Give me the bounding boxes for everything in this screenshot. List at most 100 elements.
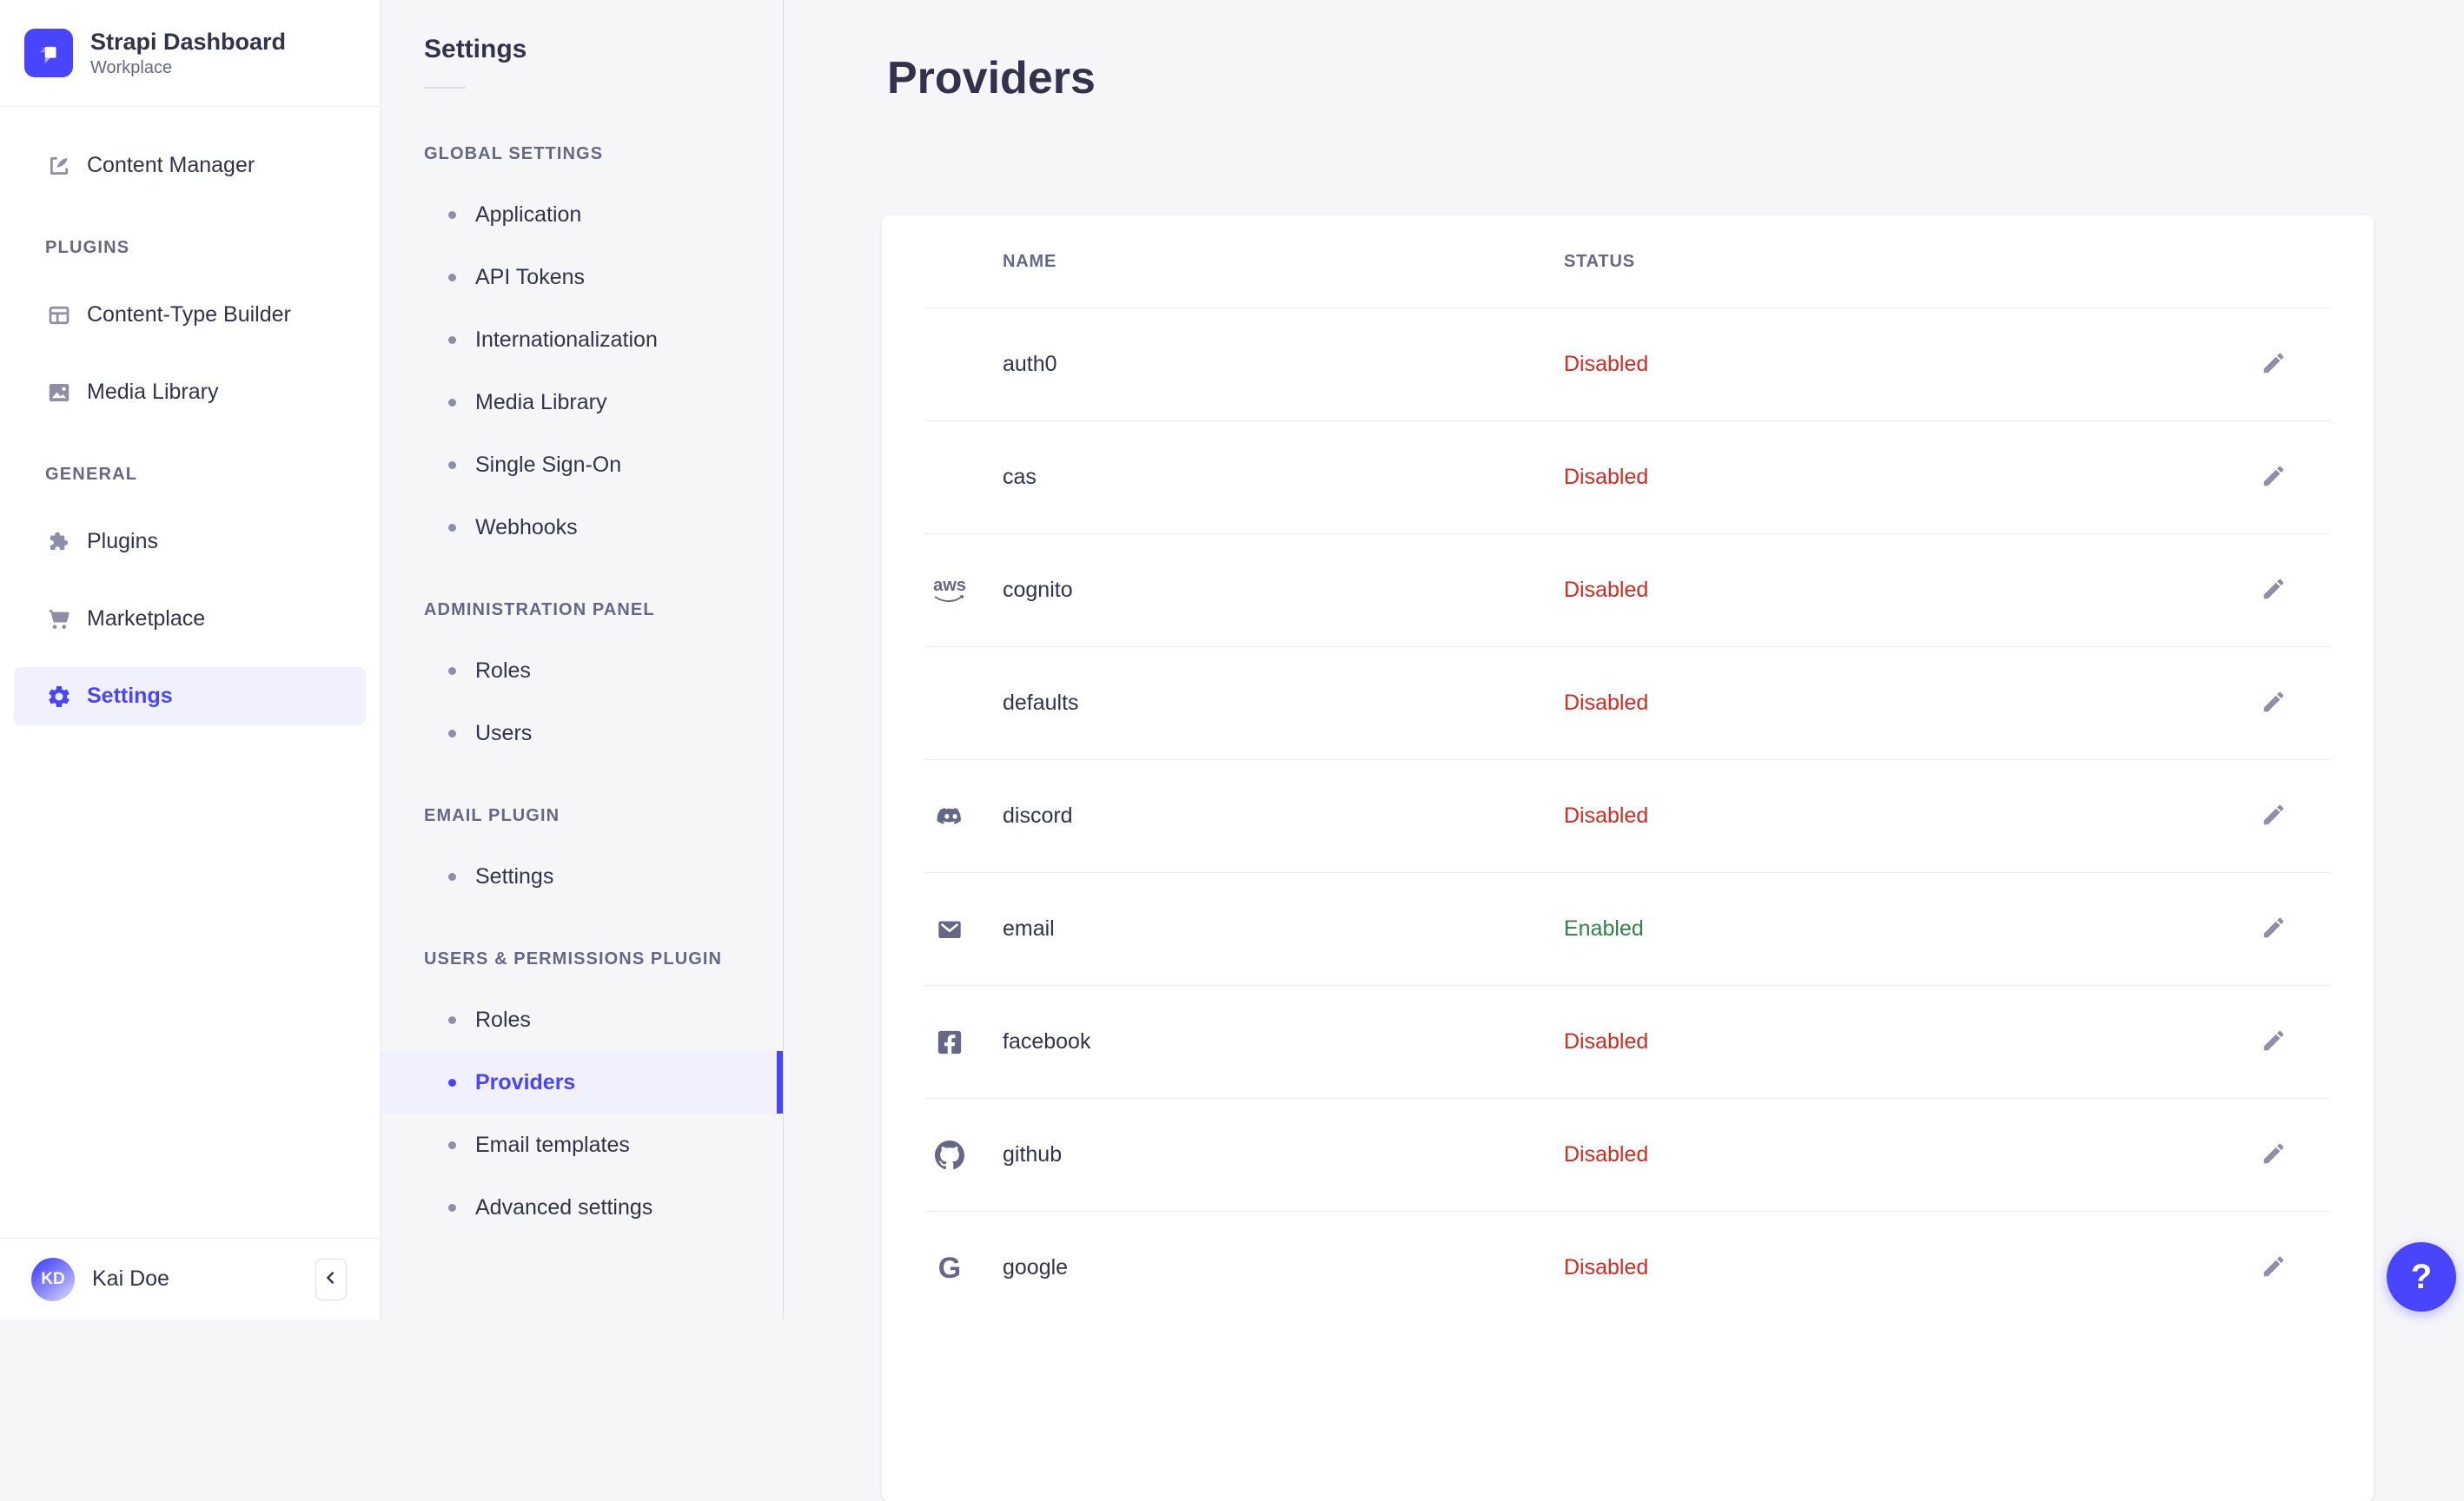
subnav-item-webhooks[interactable]: Webhooks — [381, 496, 783, 559]
provider-status: Enabled — [1564, 916, 1644, 941]
edit-provider-button[interactable] — [2255, 1023, 2293, 1061]
sidebar-item-content-type-builder[interactable]: Content-Type Builder — [14, 286, 366, 344]
subnav-item-advanced-settings[interactable]: Advanced settings — [381, 1176, 783, 1239]
edit-provider-button[interactable] — [2255, 459, 2293, 497]
sidebar-section-plugins: PLUGINS — [45, 238, 130, 258]
user-avatar[interactable]: KD — [31, 1257, 75, 1301]
chevron-left-icon — [321, 1268, 341, 1290]
table-row: github Disabled — [925, 1098, 2330, 1211]
pencil-icon — [2261, 466, 2287, 492]
pencil-icon — [2261, 579, 2287, 605]
subnav-item-api-tokens[interactable]: API Tokens — [381, 246, 783, 308]
table-row: G google Disabled — [925, 1211, 2330, 1324]
bullet-icon — [448, 460, 456, 469]
provider-name: discord — [1003, 803, 1073, 828]
edit-provider-button[interactable] — [2255, 1249, 2293, 1287]
pencil-icon — [2261, 804, 2287, 830]
user-name[interactable]: Kai Doe — [92, 1266, 169, 1291]
provider-name: auth0 — [1003, 352, 1057, 376]
subnav-item-internationalization[interactable]: Internationalization — [381, 308, 783, 371]
email-icon — [936, 916, 964, 943]
subnav-item-label: Users — [475, 720, 533, 745]
main-content: Providers NAME STATUS auth0 Disabled — [785, 0, 2464, 1501]
pencil-icon — [2261, 917, 2287, 943]
subnav-item-users[interactable]: Users — [381, 702, 783, 764]
provider-status: Disabled — [1564, 465, 1649, 489]
table-row: cas Disabled — [925, 420, 2330, 533]
settings-subnav: Settings GLOBAL SETTINGS Application API… — [381, 0, 784, 1319]
table-row: auth0 Disabled — [925, 307, 2330, 420]
subnav-item-label: Roles — [475, 658, 531, 683]
column-header-name: NAME — [1003, 251, 1057, 271]
edit-provider-button[interactable] — [2255, 572, 2293, 610]
subnav-item-label: Email templates — [475, 1132, 630, 1157]
table-row: aws cognito Disabled — [925, 533, 2330, 646]
workspace-subtitle: Workplace — [90, 58, 173, 78]
layout-icon — [45, 301, 73, 329]
table-row: discord Disabled — [925, 759, 2330, 872]
subnav-title: Settings — [424, 35, 527, 63]
gear-icon — [45, 683, 73, 711]
providers-table-card: NAME STATUS auth0 Disabled cas Disabled — [882, 215, 2374, 1501]
subnav-section: EMAIL PLUGIN Settings — [381, 806, 783, 908]
content-manager-icon — [45, 152, 73, 180]
provider-name: defaults — [1003, 691, 1079, 715]
column-header-status: STATUS — [1564, 251, 1635, 271]
sidebar-item-marketplace[interactable]: Marketplace — [14, 590, 366, 648]
sidebar-item-label: Content Manager — [87, 153, 255, 178]
subnav-item-providers[interactable]: Providers — [381, 1051, 783, 1114]
provider-status: Disabled — [1564, 803, 1649, 828]
subnav-item-email-templates[interactable]: Email templates — [381, 1114, 783, 1176]
sidebar-item-content-manager[interactable]: Content Manager — [14, 136, 366, 195]
subnav-item-roles[interactable]: Roles — [381, 639, 783, 702]
edit-provider-button[interactable] — [2255, 910, 2293, 949]
subnav-section-title: USERS & PERMISSIONS PLUGIN — [424, 949, 723, 969]
sidebar-item-media-library[interactable]: Media Library — [14, 363, 366, 421]
subnav-item-label: API Tokens — [475, 264, 586, 289]
subnav-item-media-library[interactable]: Media Library — [381, 371, 783, 433]
edit-provider-button[interactable] — [2255, 1136, 2293, 1174]
table-row: defaults Disabled — [925, 646, 2330, 759]
app-sidebar: Strapi Dashboard Workplace Content Manag… — [0, 0, 381, 1319]
sidebar-item-label: Media Library — [87, 380, 219, 405]
pencil-icon — [2261, 691, 2287, 717]
subnav-item-settings[interactable]: Settings — [381, 845, 783, 908]
pencil-icon — [2261, 1030, 2287, 1056]
google-icon: G — [937, 1251, 962, 1285]
pencil-icon — [2261, 1143, 2287, 1169]
collapse-sidebar-button[interactable] — [315, 1258, 347, 1300]
provider-status: Disabled — [1564, 691, 1649, 715]
provider-status: Disabled — [1564, 1255, 1649, 1279]
subnav-section-title: EMAIL PLUGIN — [424, 806, 560, 825]
subnav-item-roles[interactable]: Roles — [381, 989, 783, 1051]
picture-icon — [45, 379, 73, 407]
sidebar-item-settings[interactable]: Settings — [14, 667, 366, 726]
sidebar-item-label: Plugins — [87, 529, 158, 554]
sidebar-item-label: Content-Type Builder — [87, 302, 291, 327]
subnav-section-title: ADMINISTRATION PANEL — [424, 600, 655, 619]
pencil-icon — [2261, 353, 2287, 379]
subnav-item-label: Media Library — [475, 389, 607, 414]
subnav-item-label: Advanced settings — [475, 1194, 653, 1220]
subnav-item-label: Providers — [475, 1069, 576, 1094]
workspace-header[interactable]: Strapi Dashboard Workplace — [0, 0, 380, 108]
subnav-item-single-sign-on[interactable]: Single Sign-On — [381, 433, 783, 496]
sidebar-item-plugins[interactable]: Plugins — [14, 512, 366, 571]
help-button[interactable]: ? — [2387, 1242, 2456, 1312]
workspace-title: Strapi Dashboard — [90, 29, 287, 55]
provider-name: cas — [1003, 465, 1037, 489]
table-row: email Enabled — [925, 872, 2330, 985]
discord-icon — [935, 802, 964, 831]
edit-provider-button[interactable] — [2255, 684, 2293, 723]
provider-name: github — [1003, 1142, 1063, 1167]
providers-table: NAME STATUS auth0 Disabled cas Disabled — [925, 215, 2330, 1324]
sidebar-section-general: GENERAL — [45, 465, 138, 485]
edit-provider-button[interactable] — [2255, 346, 2293, 384]
bullet-icon — [448, 1203, 456, 1212]
facebook-icon — [937, 1029, 963, 1055]
subnav-item-application[interactable]: Application — [381, 183, 783, 246]
bullet-icon — [448, 398, 456, 407]
aws-icon: aws — [933, 577, 966, 605]
bullet-icon — [448, 666, 456, 675]
edit-provider-button[interactable] — [2255, 797, 2293, 836]
